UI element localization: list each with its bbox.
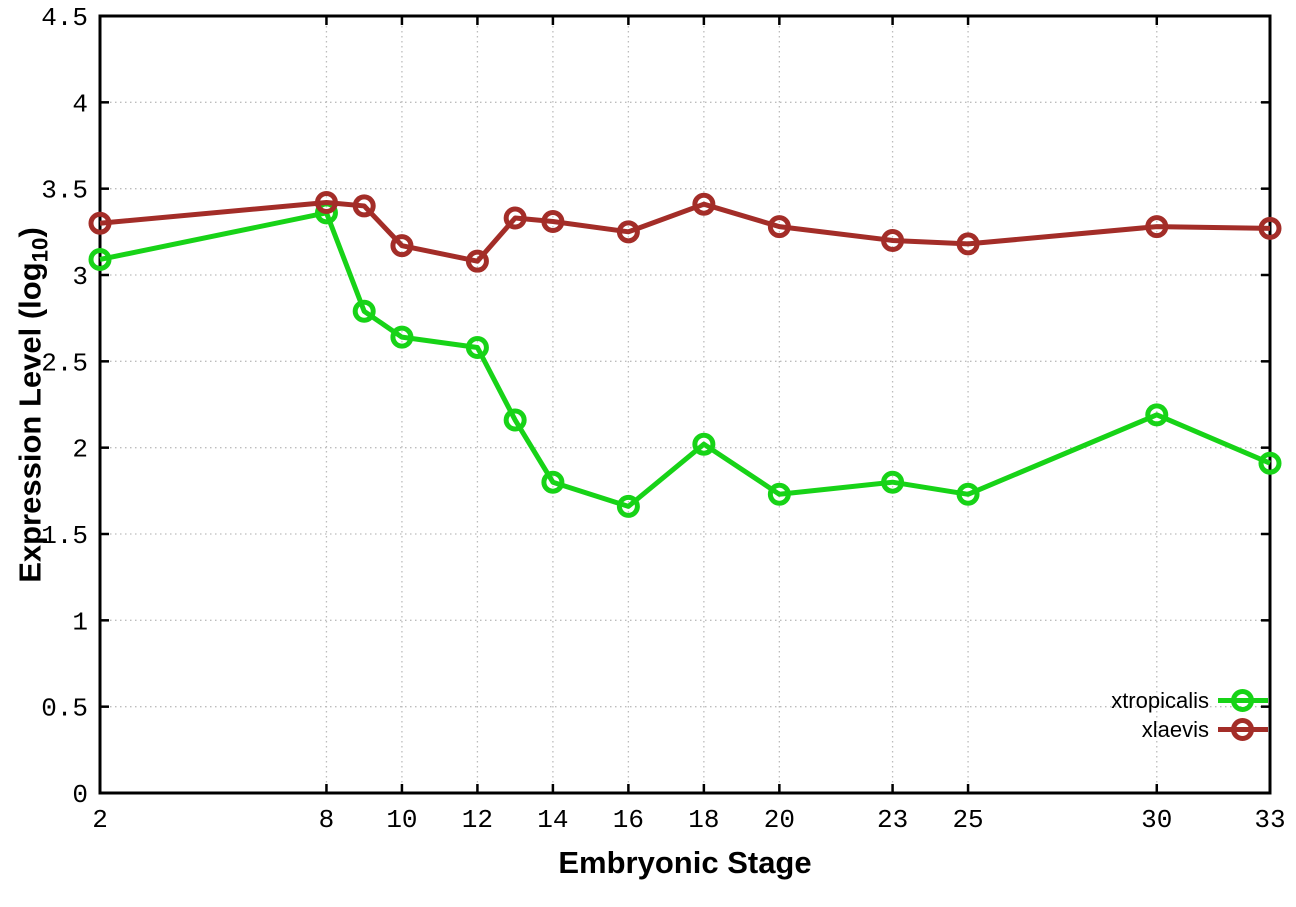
y-tick-label: 3 [72,262,88,292]
legend: xtropicalis xlaevis [1111,686,1268,744]
data-point-xtropicalis [465,336,489,360]
legend-label-xlaevis: xlaevis [1141,717,1209,742]
y-tick-label: 4.5 [41,3,88,33]
y-axis-title-sub: 10 [27,237,53,262]
y-axis-title-post: ) [12,226,48,238]
data-point-xtropicalis [692,432,716,456]
data-point-xtropicalis [616,494,640,518]
data-point-xtropicalis [881,470,905,494]
data-point-xlaevis [352,194,376,218]
y-tick-label: 1.5 [41,521,88,551]
x-tick-label: 16 [613,805,644,835]
data-point-xtropicalis [1145,403,1169,427]
data-point-xtropicalis [956,482,980,506]
x-tick-label: 14 [537,805,568,835]
x-tick-label: 20 [764,805,795,835]
plot-border [98,14,1272,795]
y-tick-label: 2.5 [41,348,88,378]
data-point-xtropicalis [541,470,565,494]
x-tick-label: 12 [462,805,493,835]
y-axis-title-pre: Expression Level (log [12,261,48,583]
x-tick-label: 33 [1254,805,1285,835]
data-point-xlaevis [314,190,338,214]
data-point-xtropicalis [390,325,414,349]
x-tick-label: 2 [92,805,108,835]
data-point-xlaevis [956,232,980,256]
data-point-xlaevis [390,234,414,258]
legend-entry-xlaevis: xlaevis [1111,715,1268,744]
data-point-xlaevis [881,228,905,252]
x-tick-label: 30 [1141,805,1172,835]
data-point-xlaevis [767,215,791,239]
x-tick-label: 10 [386,805,417,835]
series-xlaevis-line [99,199,1271,264]
y-tick-label: 1 [72,607,88,637]
legend-circle-icon [1231,718,1254,741]
y-tick-label: 2 [72,435,88,465]
data-point-xtropicalis [352,299,376,323]
data-point-xlaevis [1258,216,1282,240]
series-xtropicalis-line [99,210,1271,509]
x-tick-label: 23 [877,805,908,835]
legend-circle-icon [1231,689,1254,712]
x-tick-label: 8 [319,805,335,835]
y-tick-label: 0 [72,780,88,810]
x-axis-title: Embryonic Stage [558,845,812,880]
data-point-xlaevis [503,206,527,230]
y-axis-title-text: Expression Level (log10) [12,227,53,583]
data-point-xlaevis [1145,215,1169,239]
data-point-xtropicalis [767,482,791,506]
legend-entry-xtropicalis: xtropicalis [1111,686,1268,715]
data-point-xtropicalis [1258,451,1282,475]
y-axis-title: Expression Level (log10) [2,16,64,793]
data-point-xtropicalis [503,408,527,432]
legend-marker-xlaevis [1218,718,1268,741]
x-tick-label: 18 [688,805,719,835]
data-point-xlaevis [465,249,489,273]
data-point-xlaevis [692,192,716,216]
data-point-xlaevis [541,209,565,233]
y-tick-label: 3.5 [41,176,88,206]
y-tick-label: 4 [72,89,88,119]
legend-marker-xtropicalis [1218,689,1268,712]
data-point-xlaevis [616,220,640,244]
data-point-xtropicalis [88,247,112,271]
x-tick-label: 25 [952,805,983,835]
legend-label-xtropicalis: xtropicalis [1111,688,1209,713]
data-point-xlaevis [88,211,112,235]
y-tick-label: 0.5 [41,694,88,724]
